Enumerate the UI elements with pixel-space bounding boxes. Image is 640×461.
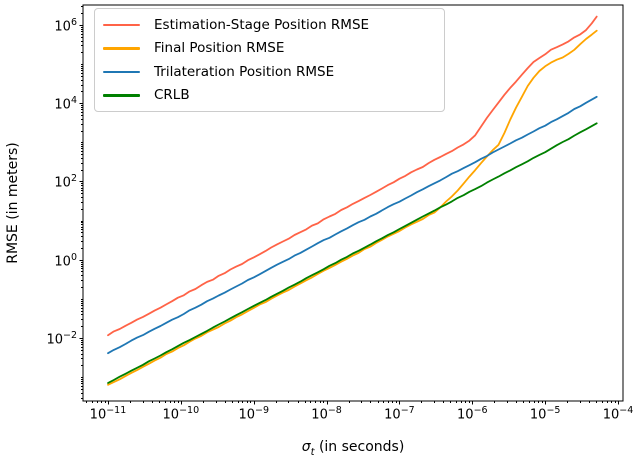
y-tick-label: 10−2: [46, 329, 77, 348]
x-tick-label: 10−4: [602, 405, 634, 423]
legend-label: Estimation-Stage Position RMSE: [154, 16, 370, 33]
legend-line-swatch-crlb: [103, 94, 140, 97]
x-tick-label: 10−6: [457, 405, 488, 423]
x-tick-label: 10−7: [384, 405, 415, 423]
legend-line-swatch-final-position: [103, 47, 140, 50]
legend-item: Estimation-Stage Position RMSE: [95, 13, 444, 37]
series-line-crlb: [107, 122, 598, 384]
x-axis-label: σt (in seconds): [302, 439, 405, 458]
y-axis-label: RMSE (in meters): [5, 142, 21, 264]
legend-line-swatch-trilateration: [103, 70, 140, 73]
plot-border: [82, 4, 624, 402]
legend-label: Final Position RMSE: [154, 40, 285, 57]
series-line-trilateration-position-rmse: [107, 95, 598, 355]
y-tick-label: 104: [54, 95, 77, 113]
series-line-final-position-rmse: [107, 29, 598, 386]
legend-line-swatch-estimation-stage: [103, 23, 140, 26]
x-tick-label: 10−5: [529, 405, 561, 423]
y-tick-label: 100: [54, 251, 77, 270]
series-line-estimation-stage-position-rmse: [107, 15, 598, 337]
legend-item: Final Position RMSE: [95, 37, 444, 61]
x-axis-label-symbol: σ: [301, 439, 311, 455]
legend-item: CRLB: [95, 84, 444, 108]
x-tick-label: 10−8: [311, 405, 342, 423]
y-tick-label: 102: [54, 173, 77, 191]
x-tick-label: 10−11: [89, 405, 127, 423]
legend-label: CRLB: [154, 87, 190, 104]
x-axis-label-text: (in seconds): [314, 439, 405, 455]
legend-label: Trilateration Position RMSE: [154, 63, 335, 80]
x-tick-label: 10−10: [162, 405, 200, 423]
x-axis-label-subscript: t: [310, 446, 315, 458]
y-tick-label: 106: [54, 17, 77, 35]
legend-item: Trilateration Position RMSE: [95, 60, 444, 84]
legend: Estimation-Stage Position RMSE Final Pos…: [94, 8, 445, 112]
x-tick-label: 10−9: [238, 405, 269, 423]
